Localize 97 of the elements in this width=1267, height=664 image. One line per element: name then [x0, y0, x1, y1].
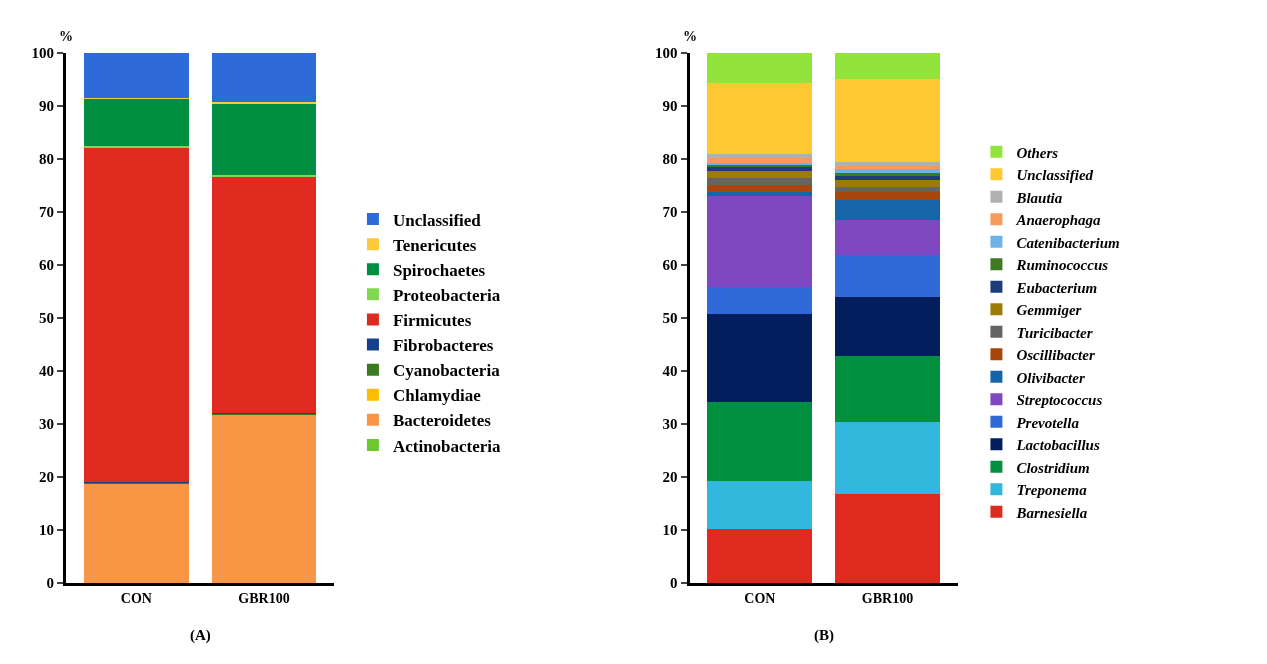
y-axis-title: %	[683, 29, 697, 44]
bar	[707, 177, 813, 186]
legend-label: Olivibacter	[1016, 369, 1085, 386]
bar	[707, 52, 813, 84]
legend-label: Treponema	[1016, 482, 1088, 499]
legend-label: Turicibacter	[1016, 324, 1093, 341]
legend-label: Spirochaetes	[392, 260, 486, 280]
bar	[835, 219, 940, 255]
legend-label: Unclassified	[1016, 167, 1094, 184]
legend-label: Catenibacterium	[1016, 234, 1120, 251]
y-tick-label: 100	[655, 44, 678, 61]
y-tick-label: 0	[46, 575, 55, 592]
legend-label: Actinobacteria	[392, 436, 502, 456]
bar	[211, 53, 317, 103]
x-tick-label: CON	[744, 591, 776, 606]
bar	[83, 145, 189, 148]
y-tick-label: 90	[662, 97, 678, 114]
bar	[211, 175, 317, 413]
legend-label: Barnesiella	[1015, 504, 1088, 521]
bar	[835, 199, 940, 220]
bar	[83, 483, 189, 584]
bar	[211, 101, 317, 104]
bar	[707, 195, 813, 287]
legend-label: Oscillibacter	[1016, 347, 1095, 364]
legend-label: Bacteroidetes	[392, 411, 492, 431]
y-tick-label: 40	[39, 363, 55, 380]
bar	[835, 180, 940, 188]
legend-label: Clostridium	[1016, 459, 1090, 476]
bar	[211, 174, 317, 177]
y-tick-label: 50	[662, 310, 678, 327]
y-tick-label: 10	[39, 522, 55, 539]
legend-label: Blautia	[1015, 189, 1063, 206]
y-tick-label: 70	[662, 203, 678, 220]
y-tick-label: 90	[39, 97, 55, 114]
legend-label: Proteobacteria	[392, 285, 501, 305]
x-tick-label: GBR100	[861, 591, 914, 606]
legend-label: Chlamydiae	[392, 386, 482, 406]
bar	[835, 192, 940, 200]
bar	[707, 481, 813, 530]
legend-label: Prevotella	[1016, 414, 1080, 431]
legend-label: Eubacterium	[1015, 279, 1098, 296]
bar	[707, 83, 813, 154]
bar	[835, 168, 940, 173]
bar	[707, 156, 813, 163]
bar	[835, 173, 940, 177]
y-tick-label: 60	[39, 257, 55, 274]
y-tick-label: 70	[39, 203, 55, 220]
bar	[835, 296, 940, 357]
legend-label: Unclassified	[392, 210, 482, 230]
legend-label: Others	[1016, 144, 1059, 161]
x-tick-label: GBR100	[238, 591, 290, 606]
legend-label: Ruminococcus	[1015, 257, 1109, 274]
y-tick-label: 0	[670, 575, 678, 592]
legend-label: Lactobacillus	[1015, 437, 1100, 454]
y-tick-label: 80	[662, 150, 678, 167]
y-tick-label: 30	[662, 416, 678, 433]
y-axis-title: %	[59, 29, 73, 44]
bar	[83, 147, 189, 482]
text: (A)	[190, 627, 211, 644]
bar	[835, 79, 940, 163]
y-tick-label: 20	[39, 469, 55, 486]
y-tick-label: 20	[662, 469, 678, 486]
bar	[835, 187, 940, 193]
bar	[707, 286, 813, 314]
x-tick-label: CON	[120, 591, 152, 606]
y-tick-label: 60	[662, 257, 678, 274]
legend-label: Fibrobacteres	[392, 336, 494, 356]
bar	[707, 401, 813, 482]
legend-label: Tenericutes	[392, 235, 477, 255]
bar	[211, 414, 317, 584]
y-tick-label: 50	[39, 310, 55, 327]
y-tick-label: 10	[662, 522, 678, 539]
bar	[707, 153, 813, 157]
legend-label: Streptococcus	[1016, 392, 1103, 409]
y-tick-label: 30	[39, 416, 55, 433]
bar	[83, 53, 189, 98]
bar	[211, 102, 317, 175]
legend-label: Anaerophaga	[1015, 212, 1102, 229]
bar	[835, 493, 940, 584]
bar	[835, 52, 940, 80]
bar	[707, 185, 813, 192]
legend-label: Firmicutes	[392, 311, 472, 331]
y-tick-label: 100	[31, 44, 55, 61]
bar	[83, 98, 189, 147]
text: (B)	[814, 627, 834, 644]
bar	[707, 313, 813, 402]
y-tick-label: 40	[662, 363, 678, 380]
bar	[835, 176, 940, 181]
bar	[707, 191, 813, 196]
bar	[835, 422, 940, 494]
bar	[707, 171, 813, 178]
bar	[707, 529, 813, 584]
legend-label: Gemmiger	[1016, 302, 1082, 319]
bar	[835, 356, 940, 423]
bar	[835, 254, 940, 297]
legend-label: Cyanobacteria	[392, 361, 501, 381]
y-tick-label: 80	[39, 150, 55, 167]
